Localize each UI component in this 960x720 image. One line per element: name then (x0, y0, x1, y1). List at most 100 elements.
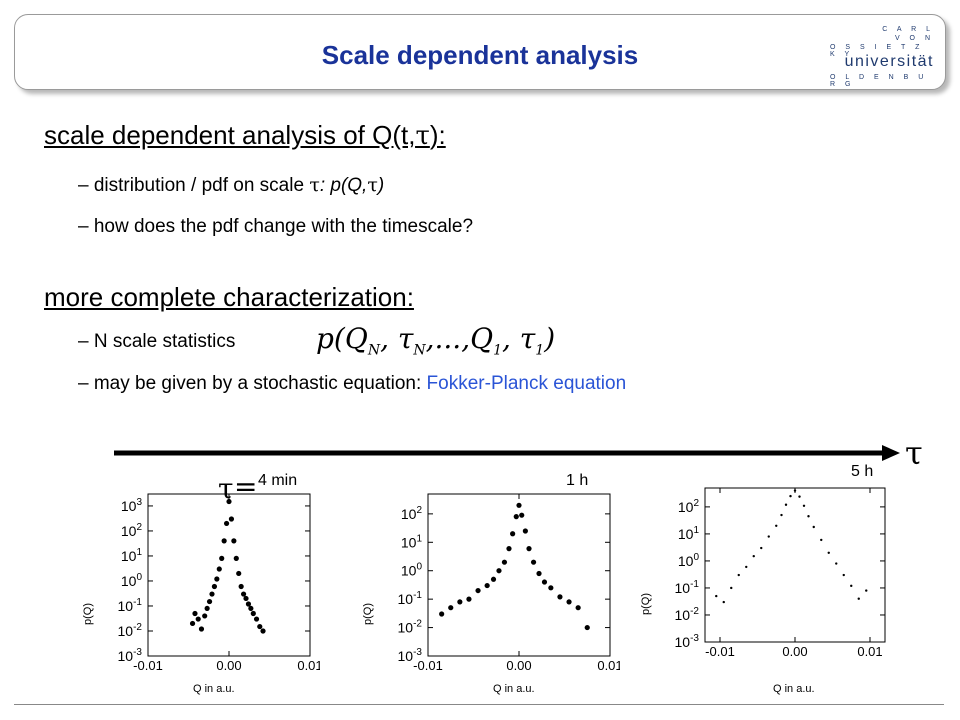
y-tick-label: 102 (401, 505, 423, 522)
data-point (760, 546, 763, 550)
logo-line3: O S S I E T Z K Y (830, 44, 924, 58)
data-point (745, 565, 748, 569)
data-point (850, 584, 853, 588)
data-point (775, 524, 778, 527)
x-tick-label: 0.01 (857, 644, 882, 659)
data-point (216, 566, 222, 572)
data-point (233, 555, 239, 561)
section1-heading: scale dependent analysis of Q(t,τ): (44, 120, 446, 151)
y-tick-label: 102 (121, 522, 143, 539)
data-point (228, 516, 235, 522)
y-tick-label: 101 (121, 547, 143, 564)
data-point (802, 504, 806, 507)
section1-bullet1: – distribution / pdf on scale τ: p(Q,τ) (78, 174, 385, 196)
logo-line1: C A R L (882, 26, 934, 33)
data-point (522, 528, 528, 534)
data-point (548, 585, 554, 591)
y-tick-label: 102 (678, 498, 700, 515)
logo-line5: O L D E N B U R G (830, 74, 928, 88)
plot-frame (427, 493, 611, 657)
data-point (501, 559, 508, 565)
data-point (226, 498, 232, 505)
data-point (245, 601, 252, 607)
section2-bullet1: – N scale statistics (78, 331, 236, 352)
university-logo: C A R L V O N O S S I E T Z K Y universi… (830, 26, 940, 88)
data-point (584, 624, 590, 631)
panel1-ylabel: p(Q) (82, 603, 94, 625)
y-tick-label: 10-3 (118, 647, 143, 664)
panel2-chart: 102 101 100 10-1 10-2 10-3-0.01 0.00 0.01 (398, 493, 620, 673)
section2-heading: more complete characterization: (44, 282, 414, 312)
panel2-xlabel: Q in a.u. (493, 683, 535, 695)
data-point (722, 600, 725, 604)
data-point (195, 616, 201, 622)
data-point (219, 555, 225, 561)
data-point (260, 628, 266, 634)
data-point (214, 576, 220, 582)
data-point (526, 546, 532, 552)
data-point (496, 568, 502, 574)
data-point (516, 502, 522, 508)
data-point (209, 591, 215, 597)
x-tick-label: 0.00 (216, 658, 241, 673)
panel3-xlabel: Q in a.u. (773, 683, 815, 695)
data-point (510, 531, 516, 537)
x-tick-label: 0.00 (782, 644, 807, 659)
panel1-label: 4 min (258, 472, 298, 489)
data-point (730, 586, 733, 590)
panel1-xlabel: Q in a.u. (193, 683, 235, 695)
section2-bullet2: – may be given by a stochastic equation:… (78, 373, 627, 394)
data-point (798, 495, 801, 498)
y-tick-label: 10-2 (675, 606, 700, 623)
n-scale-formula: p(QN, τN,...,Q1, τ1) (316, 322, 556, 359)
data-point (238, 583, 244, 590)
data-point (784, 503, 788, 506)
logo-line2: V O N (894, 35, 934, 42)
panel2-label: 1 h (566, 472, 589, 489)
x-tick-label: 0.01 (297, 658, 320, 673)
data-point (767, 535, 770, 538)
x-tick-label: 0.00 (506, 658, 531, 673)
data-point (530, 559, 537, 565)
data-point (202, 613, 208, 619)
data-point (257, 623, 263, 630)
y-tick-label: 100 (401, 562, 423, 579)
data-point (457, 599, 463, 605)
data-point (204, 605, 210, 612)
data-point (575, 605, 581, 611)
panel1-tau: τ (218, 472, 234, 505)
data-point (448, 605, 454, 611)
logo-brand: universität (844, 53, 934, 70)
y-tick-label: 10-2 (398, 619, 423, 636)
data-point (253, 616, 260, 622)
data-point (248, 605, 254, 612)
tau-symbol: τ (905, 434, 923, 472)
panel2-ylabel: p(Q) (362, 603, 374, 625)
data-point (513, 514, 519, 520)
data-point (715, 594, 718, 598)
data-point (206, 598, 213, 605)
section1-bullet2: – how does the pdf change with the times… (78, 216, 474, 237)
scale-arrow (114, 445, 900, 461)
y-tick-label: 10-2 (118, 622, 143, 639)
data-point (812, 525, 815, 529)
panel1-equals: = (234, 470, 258, 503)
fokker-planck-link[interactable]: Fokker-Planck equation (426, 373, 627, 394)
y-tick-label: 103 (121, 497, 143, 514)
data-point (737, 573, 740, 577)
y-tick-label: 10-3 (675, 633, 700, 650)
data-point (198, 626, 205, 632)
data-point (557, 594, 563, 600)
data-point (865, 589, 868, 592)
y-tick-label: 10-1 (118, 597, 143, 614)
panel3-label: 5 h (851, 463, 874, 480)
y-tick-label: 10-1 (398, 590, 423, 607)
data-point (223, 520, 230, 527)
data-point (243, 595, 249, 602)
data-point (506, 546, 512, 552)
data-point (789, 494, 792, 498)
x-tick-label: -0.01 (133, 658, 163, 673)
x-tick-label: 0.01 (597, 658, 620, 673)
data-point (236, 570, 242, 577)
data-point (484, 582, 490, 589)
